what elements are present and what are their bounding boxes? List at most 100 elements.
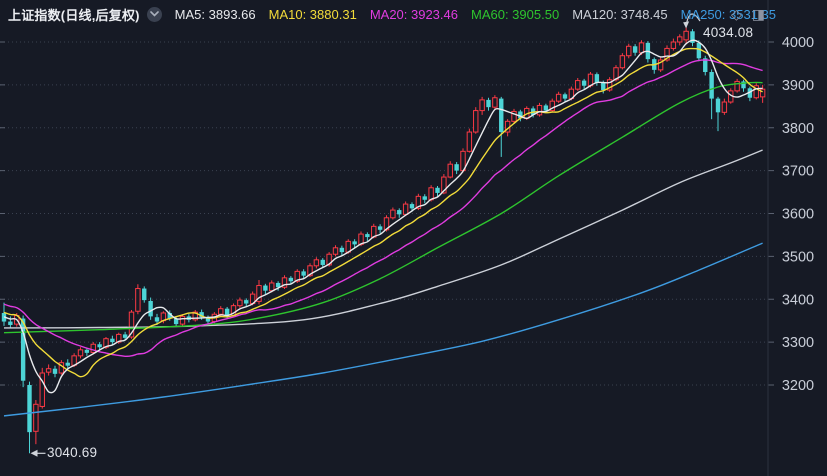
candle-body-down [275, 282, 281, 288]
candle-body-up [721, 101, 728, 113]
candle-body-down [199, 312, 204, 318]
candle-body-up [664, 47, 670, 61]
candle-body-up [753, 85, 759, 99]
candle-body-up [135, 288, 141, 312]
candle-body-down [148, 300, 153, 317]
y-axis-label: 3900 [782, 78, 814, 94]
candle-body-down [288, 277, 294, 282]
candle-body-down [154, 317, 160, 322]
candle-body-down [320, 259, 325, 265]
candle-body-down [741, 81, 746, 89]
candle-body-down [690, 31, 695, 43]
candle-body-up [77, 349, 84, 357]
candle-body-up [256, 285, 262, 302]
candle-body-up [638, 42, 645, 54]
y-axis-label: 3700 [782, 164, 814, 180]
candle-body-up [479, 99, 485, 112]
candle-body-down [435, 187, 440, 193]
split-panel-icon[interactable]: ◨ [751, 6, 765, 22]
ma60-legend: MA60: 3905.50 [471, 6, 560, 22]
candle-body-up [619, 55, 626, 69]
candle-body-down [562, 94, 568, 99]
candle-body-up [626, 45, 632, 57]
candle-body-down [594, 74, 600, 83]
candle-body-down [365, 234, 370, 238]
candle-body-up [447, 163, 453, 178]
candle-body-down [52, 368, 58, 374]
candle-body-up [441, 176, 447, 194]
candle-body-down [142, 288, 147, 301]
candle-body-down [167, 312, 172, 319]
candle-body-down [422, 196, 427, 200]
candle-body-down [409, 204, 415, 209]
ma5-legend: MA5: 3893.66 [174, 6, 256, 22]
grid-lines [0, 41, 774, 386]
ma-line-ma10 [3, 47, 763, 378]
candle-body-up [677, 36, 683, 43]
ma10-legend: MA10: 3880.31 [268, 6, 357, 22]
candle-body-up [511, 110, 517, 122]
candle-body-down [84, 349, 90, 353]
candle-body-up [179, 315, 186, 325]
candle-body-up [332, 247, 339, 255]
candle-body-down [352, 241, 357, 245]
candle-body-up [307, 265, 313, 277]
peak-price-annotation: 4034.08 [703, 25, 754, 40]
candle-body-down [454, 164, 459, 171]
y-axis-label: 3800 [782, 121, 814, 137]
symbol-title[interactable]: 上证指数(日线,后复权) [8, 7, 140, 23]
candle-body-down [97, 344, 102, 348]
candle-body-down [486, 99, 491, 108]
ma20-legend: MA20: 3923.46 [369, 6, 458, 22]
candle-body-up [313, 259, 320, 267]
candle-body-down [244, 300, 249, 304]
candle-body-down [397, 210, 402, 215]
diamond-icon[interactable]: ◇ [730, 6, 742, 22]
candle-body-down [703, 58, 708, 73]
candle-body-up [39, 372, 45, 407]
chevron-down-icon[interactable] [146, 6, 162, 22]
y-axis-label: 3600 [782, 207, 814, 223]
candle-body-down [581, 80, 587, 86]
candle-body-up [237, 299, 243, 307]
candle-body-down [709, 72, 714, 99]
ma-lines-group [3, 39, 763, 417]
candle-body-up [294, 270, 300, 282]
y-axis-label: 3200 [782, 378, 814, 394]
candle-body-up [192, 311, 198, 321]
y-axis-label: 4000 [782, 35, 814, 51]
candle-body-up [657, 59, 664, 71]
candle-body-up [390, 209, 396, 219]
candle-body-up [606, 79, 613, 91]
candle-body-up [218, 308, 224, 315]
header-toolbar: ◇ ◨ [731, 4, 765, 24]
candle-body-up [415, 195, 422, 209]
candle-body-down [27, 385, 32, 433]
candle-body-down [543, 105, 549, 111]
candle-body-down [747, 88, 753, 98]
candle-body-up [759, 88, 766, 98]
candle-body-down [518, 111, 523, 119]
candle-body-up [402, 203, 409, 215]
candle-body-down [20, 318, 26, 381]
candle-body-down [224, 308, 230, 316]
candle-body-down [339, 247, 345, 253]
candle-body-down [696, 42, 702, 59]
candle-body-up [45, 368, 52, 373]
candle-body-down [173, 318, 179, 325]
candle-body-down [601, 82, 606, 91]
candle-body-up [575, 80, 581, 90]
candle-body-down [122, 334, 128, 338]
candle-body-down [263, 285, 268, 291]
ma120-legend: MA120: 3748.45 [572, 6, 668, 22]
candle-body-up [734, 80, 740, 92]
y-axis: 4000 3900 3800 3700 3600 3500 3400 3300 3200 [767, 0, 814, 476]
candle-body-up [473, 110, 479, 133]
low-price-annotation: 3040.69 [47, 445, 98, 460]
candle-body-down [301, 271, 306, 276]
candle-body-down [8, 321, 13, 325]
candle-body-up [128, 311, 135, 338]
candle-body-up [492, 97, 498, 108]
candle-body-down [377, 226, 383, 230]
